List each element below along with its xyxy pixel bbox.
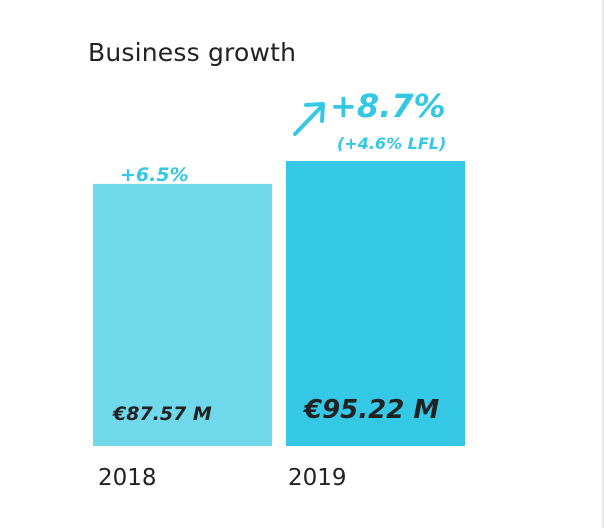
value-label-2019: €95.22 M: [302, 395, 439, 425]
bar-2019: [286, 161, 465, 446]
value-label-2018: €87.57 M: [112, 403, 212, 425]
growth-label-2019: +8.7%: [330, 87, 446, 125]
chart-title: Business growth: [88, 38, 297, 67]
category-label-2019: 2019: [288, 465, 347, 491]
growth-sublabel-2019: (+4.6% LFL): [337, 134, 446, 153]
category-label-2018: 2018: [98, 465, 157, 491]
growth-label-2018: +6.5%: [120, 164, 189, 186]
bar-2018: [93, 183, 272, 446]
right-edge-divider: [602, 0, 604, 528]
growth-arrow-icon: [293, 102, 325, 136]
